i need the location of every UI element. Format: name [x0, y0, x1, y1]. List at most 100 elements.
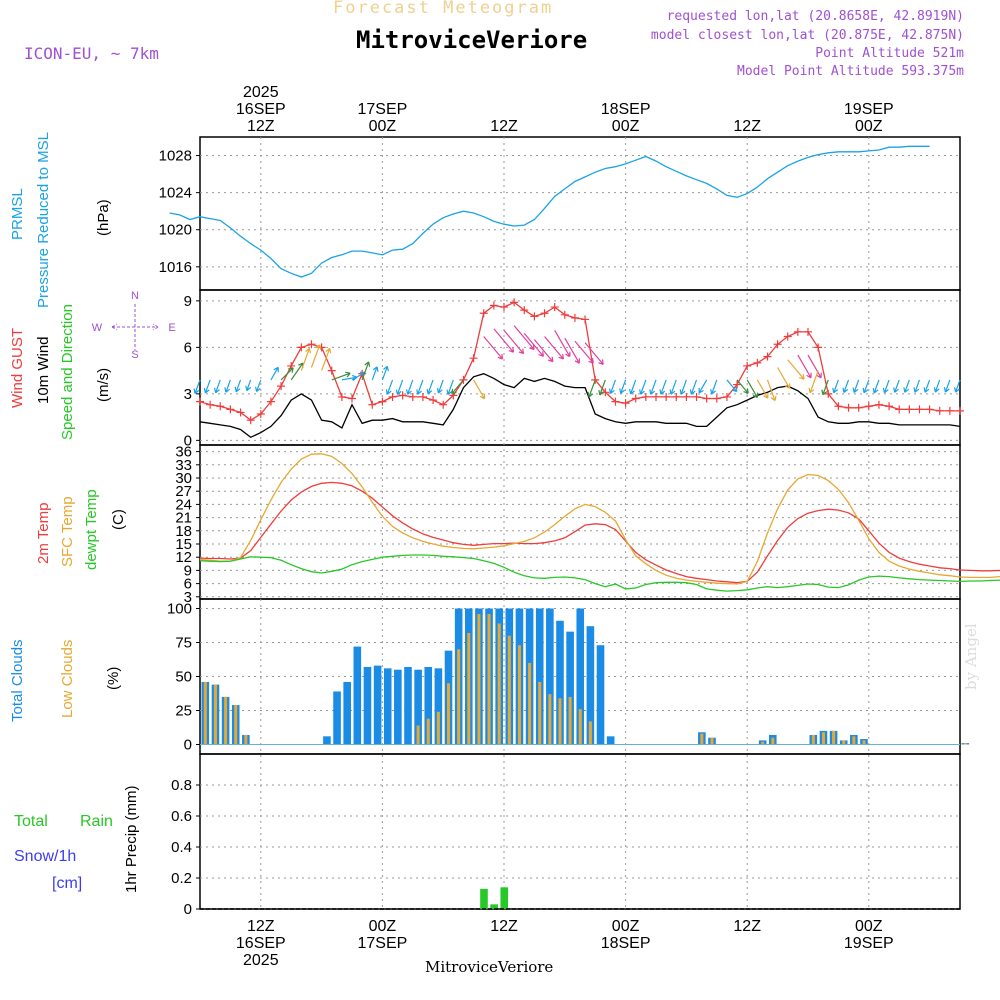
- wind-direction-arrow: [842, 379, 850, 393]
- gust-marker: [307, 340, 316, 349]
- gust-marker: [560, 310, 569, 319]
- temp-y-tick-label: 21: [175, 510, 192, 527]
- temp-y-tick-label: 36: [175, 444, 192, 461]
- wind-direction-arrow: [726, 379, 738, 393]
- wind-direction-arrow: [852, 379, 860, 393]
- gust-marker: [327, 366, 336, 375]
- top-time-label: 2025: [243, 84, 279, 101]
- chart-marks: [169, 145, 1000, 910]
- low-clouds-bar: [538, 681, 542, 745]
- gust-marker: [500, 303, 508, 312]
- gust-marker: [824, 389, 833, 398]
- wind-10m-label: 10m Wind: [35, 336, 52, 404]
- gust-marker: [672, 392, 681, 401]
- temp-series-line: [199, 453, 1000, 585]
- top-time-label: 18SEP: [601, 101, 651, 118]
- low-clouds-bar: [761, 741, 765, 745]
- pressure-y-tick-label: 1020: [159, 222, 192, 239]
- clouds-y-tick-label: 75: [175, 635, 192, 652]
- precip-y-tick-label: 0.6: [171, 808, 192, 825]
- gust-marker: [277, 382, 286, 391]
- wind-direction-arrow: [416, 379, 424, 395]
- gust-marker: [540, 309, 549, 318]
- low-clouds-bar: [862, 740, 866, 745]
- wind-direction-arrow: [234, 379, 242, 393]
- gust-marker: [429, 396, 438, 405]
- wind-direction-arrow: [451, 379, 464, 395]
- wind-direction-arrow: [766, 379, 777, 402]
- temp-y-tick-label: 9: [184, 562, 192, 579]
- gust-marker: [581, 315, 590, 324]
- pressure-y-tick-label: 1024: [159, 185, 192, 202]
- pressure-label-long: Pressure Reduced to MSL: [35, 132, 52, 308]
- gust-marker: [479, 309, 488, 318]
- wind-direction-arrow: [639, 379, 647, 395]
- wind-direction-arrow: [808, 370, 819, 394]
- wind-direction-arrow: [787, 359, 805, 380]
- compass-north: N: [131, 290, 139, 302]
- gust-marker: [945, 406, 954, 415]
- wind-direction-arrow: [270, 366, 279, 381]
- wind-direction-arrow: [882, 379, 890, 394]
- bottom-time-label: 12Z: [247, 918, 275, 935]
- gust-marker: [550, 303, 559, 312]
- total-clouds-bar: [556, 620, 564, 745]
- wind-direction-arrow: [523, 333, 544, 357]
- gust-marker: [510, 298, 519, 307]
- gust-marker: [844, 403, 853, 412]
- wind-direction-arrow: [609, 379, 617, 394]
- bottom-time-label: 00Z: [369, 918, 397, 935]
- gust-marker: [722, 392, 731, 401]
- gust-marker: [874, 400, 883, 409]
- gust-marker: [348, 394, 356, 403]
- precip-snow-unit: [cm]: [52, 875, 82, 892]
- gust-marker: [834, 402, 843, 411]
- wind-direction-arrow: [564, 337, 580, 364]
- low-clouds-bar: [447, 683, 451, 745]
- wind-y-tick-label: 6: [184, 339, 192, 356]
- footer-station: MitroviceVeriore: [425, 958, 554, 976]
- requested-location: requested lon,lat (20.8658E, 42.8919N): [666, 9, 964, 24]
- bottom-time-label: 00Z: [612, 918, 640, 935]
- bottom-time-label: 2025: [243, 952, 279, 969]
- low-clouds-bar: [457, 649, 461, 745]
- wind-y-tick-label: 0: [184, 432, 192, 449]
- closest-location: model closest lon,lat (20.875E, 42.875N): [650, 28, 964, 43]
- top-time-label: 16SEP: [236, 101, 286, 118]
- clouds-y-tick-label: 50: [175, 669, 192, 686]
- gust-marker: [469, 354, 478, 363]
- temp-y-tick-label: 33: [175, 457, 192, 474]
- wind-direction-arrow: [659, 379, 667, 395]
- precip-snow-label: Snow/1h: [14, 848, 76, 865]
- low-clouds-bar: [811, 734, 815, 745]
- wind-direction-arrow: [872, 379, 880, 394]
- wind-direction-arrow: [669, 379, 677, 395]
- temp-unit: (C): [110, 509, 127, 530]
- precip-rain-label: Rain: [80, 813, 113, 830]
- wind-direction-arrow: [503, 329, 525, 355]
- pressure-y-tick-label: 1016: [159, 259, 192, 276]
- pressure-label-short: PRMSL: [9, 188, 26, 240]
- pressure-series-line: [169, 145, 930, 278]
- wind-direction-arrow: [821, 379, 829, 396]
- low-clouds-bar: [558, 698, 562, 745]
- wind-speed-direction-label: Speed and Direction: [59, 304, 76, 440]
- wind-direction-arrow: [395, 379, 404, 395]
- wind-series-line: [199, 373, 961, 439]
- precip-y-tick-label: 0: [184, 901, 192, 918]
- total-clouds-bar: [353, 646, 362, 745]
- total-clouds-bar: [424, 666, 433, 745]
- low-clouds-bar: [234, 705, 238, 745]
- gust-marker: [641, 392, 650, 401]
- gust-marker: [398, 391, 407, 400]
- temp-sfc-label: SFC Temp: [59, 496, 76, 567]
- wind-direction-arrow: [310, 344, 322, 368]
- total-clouds-bar: [363, 666, 372, 745]
- wind-direction-arrow: [371, 366, 379, 381]
- wind-direction-arrow: [943, 379, 951, 393]
- low-clouds-bar: [426, 718, 430, 745]
- gust-marker: [216, 402, 225, 411]
- gust-marker: [520, 306, 529, 315]
- wind-direction-arrow: [574, 340, 594, 364]
- total-clouds-bar: [343, 681, 351, 745]
